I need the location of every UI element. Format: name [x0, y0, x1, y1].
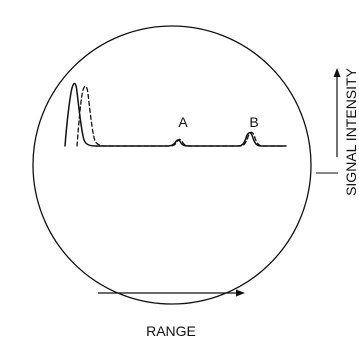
scope-face-circle: [32, 25, 312, 305]
signal-intensity-arrow-head: [333, 68, 341, 77]
peak-label-a: A: [178, 114, 188, 130]
signal-trace-dashed: [76, 85, 283, 147]
signal-trace-solid: [64, 82, 287, 147]
range-axis-label: RANGE: [146, 323, 196, 339]
signal-intensity-axis-label: SIGNAL INTENSITY: [343, 67, 359, 196]
peak-label-b: B: [249, 114, 258, 130]
range-arrow-head: [236, 289, 245, 297]
